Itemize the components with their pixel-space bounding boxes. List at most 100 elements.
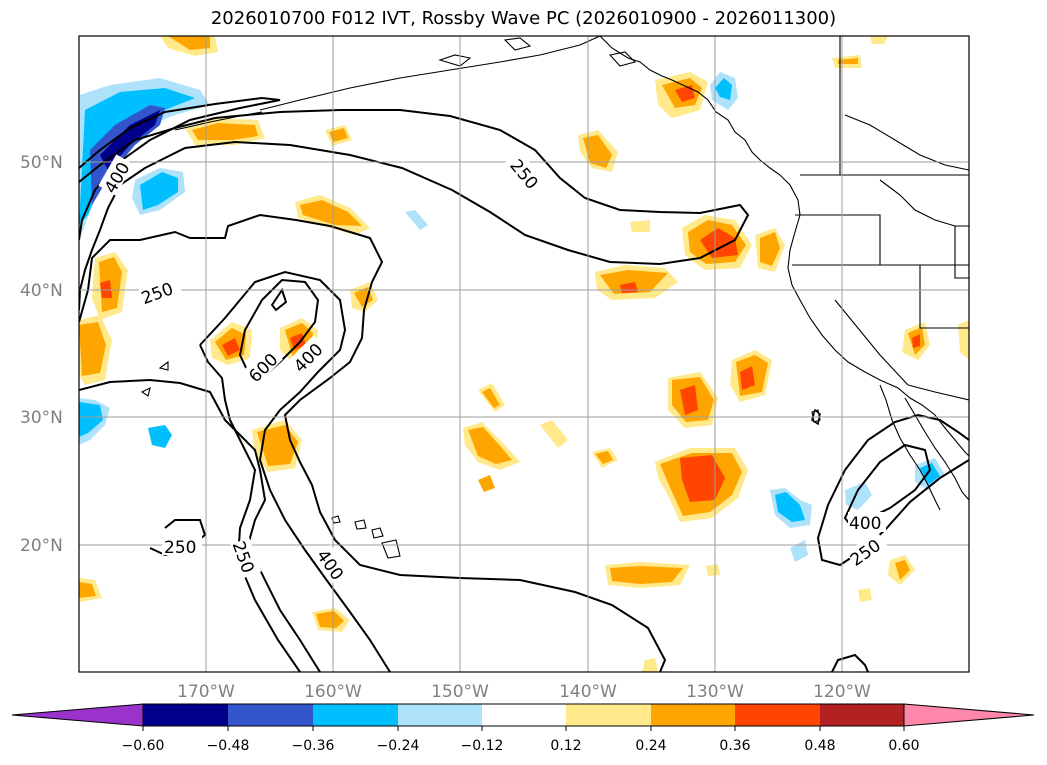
colorbar-segment: [313, 704, 398, 726]
pos-anomaly: [895, 560, 910, 580]
coastline: [599, 36, 969, 457]
pos-anomaly: [482, 388, 500, 408]
pos-anomaly: [468, 427, 512, 464]
colorbar-tick-label: 0.48: [804, 738, 835, 754]
pos-anomaly: [100, 280, 112, 298]
pos-anomaly: [192, 123, 258, 140]
colorbar-tick-label: −0.48: [207, 738, 250, 754]
border: [844, 114, 969, 171]
contour-250: [79, 213, 667, 672]
neg-anomaly: [715, 78, 732, 100]
pos-anomaly: [838, 58, 858, 64]
pos-anomaly: [740, 366, 755, 390]
colorbar-tick-label: −0.60: [122, 738, 165, 754]
colorbar-segment: [228, 704, 313, 726]
pos-anomaly: [583, 135, 612, 168]
colorbar-tick-label: −0.24: [377, 738, 420, 754]
coastline: [354, 519, 367, 530]
contour-600: [270, 287, 288, 312]
pos-anomaly: [680, 385, 698, 415]
neg-anomaly: [140, 172, 178, 210]
colorbar-tick-label: 0.24: [635, 738, 666, 754]
pos-anomaly: [222, 338, 240, 356]
contour-400: [79, 96, 281, 241]
latitude-labels: 50°N 40°N 30°N 20°N: [20, 153, 63, 556]
coastline-layer: [140, 36, 969, 559]
colorbar-segment: [735, 704, 820, 726]
coastline: [381, 539, 401, 559]
coastline: [503, 37, 532, 51]
lon-label: 140°W: [559, 682, 617, 702]
map-frame: [78, 35, 970, 673]
border: [954, 225, 969, 279]
contour-400: [199, 270, 391, 672]
pos-anomaly: [630, 220, 650, 232]
pos-anomaly: [958, 320, 969, 360]
colorbar-tick-label: 0.36: [719, 738, 750, 754]
colorbar-segment: [566, 704, 651, 726]
pos-anomaly: [257, 425, 298, 466]
contour-label: 250: [164, 538, 196, 558]
coastline: [904, 397, 969, 501]
pos-anomaly: [680, 455, 725, 502]
lon-label: 150°W: [431, 682, 489, 702]
coastline: [879, 384, 941, 511]
lat-label: 20°N: [20, 536, 63, 556]
border: [880, 264, 969, 329]
colorbar-segment: [482, 704, 566, 726]
contour-250: [79, 378, 321, 672]
colorbar-tick-label: 0.12: [550, 738, 581, 754]
colorbar-tick-label: −0.12: [461, 738, 504, 754]
contour-400: [199, 344, 301, 672]
colorbar-tick-label: −0.36: [292, 738, 335, 754]
pos-anomaly: [610, 566, 683, 584]
lat-label: 40°N: [20, 281, 63, 301]
longitude-labels: 170°W 160°W 150°W 140°W 130°W 120°W: [177, 682, 871, 702]
border: [879, 179, 956, 227]
map-panel: 250 250 400 600 400 250 400 250 400 250: [79, 36, 969, 672]
lon-label: 160°W: [304, 682, 362, 702]
lon-label: 120°W: [813, 682, 871, 702]
pos-anomaly: [478, 475, 495, 492]
colorbar-segment: [398, 704, 482, 726]
border: [795, 214, 969, 266]
lon-label: 170°W: [177, 682, 235, 702]
border: [834, 299, 909, 386]
border: [907, 384, 969, 401]
coastline: [608, 51, 637, 67]
pos-anomaly: [540, 420, 568, 448]
colorbar-tick-label: 0.60: [888, 738, 919, 754]
coastline: [158, 360, 169, 371]
pos-anomaly: [595, 451, 613, 464]
pos-anomaly: [760, 232, 780, 266]
pos-anomaly: [79, 322, 106, 376]
pos-anomaly: [290, 333, 306, 350]
pos-anomaly: [316, 611, 344, 628]
coastline: [140, 386, 151, 397]
pos-anomaly: [700, 228, 738, 258]
lon-label: 130°W: [686, 682, 744, 702]
map-title: 2026010700 F012 IVT, Rossby Wave PC (202…: [210, 8, 837, 29]
colorbar-extend-min: [11, 703, 144, 727]
neg-anomaly: [79, 88, 195, 225]
contour-250: [831, 653, 869, 672]
contour-label: 400: [849, 514, 881, 534]
pos-anomaly: [600, 270, 668, 294]
neg-anomaly: [148, 425, 172, 448]
contour-250: [79, 109, 750, 311]
pos-anomaly: [870, 36, 888, 44]
pos-anomaly: [168, 36, 210, 50]
colorbar: −0.60 −0.48 −0.36 −0.24 −0.12 0.12 0.24 …: [11, 703, 1035, 754]
pos-anomaly: [706, 564, 720, 576]
coastline: [438, 54, 472, 67]
contour-small: [811, 408, 821, 426]
coastline: [259, 36, 601, 111]
coastline: [371, 527, 384, 539]
neg-anomaly: [79, 402, 103, 437]
lat-label: 30°N: [20, 408, 63, 428]
colorbar-extend-max: [903, 703, 1035, 727]
pos-anomaly: [642, 658, 658, 672]
pos-anomaly: [300, 200, 362, 226]
lat-label: 50°N: [20, 153, 63, 173]
